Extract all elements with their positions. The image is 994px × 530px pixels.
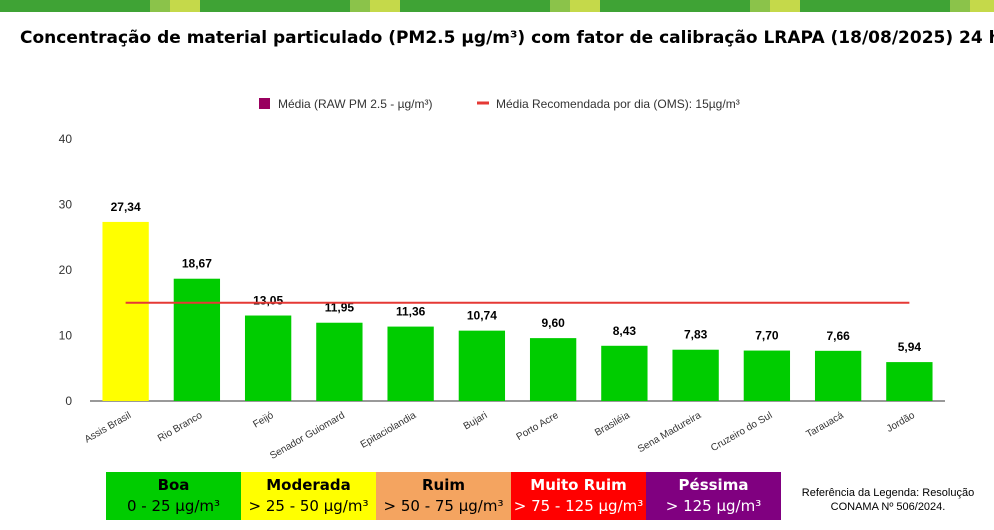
bar-data-label: 8,43 (613, 324, 637, 338)
x-tick-label: Sena Madureira (636, 410, 703, 455)
x-tick-label: Feijó (251, 410, 276, 431)
quality-legend-name: Boa (157, 476, 190, 494)
chart-title: Concentração de material particulado (PM… (20, 28, 994, 48)
bar-data-label: 18,67 (182, 257, 212, 271)
bar-data-label: 5,94 (898, 340, 922, 354)
bar (529, 338, 577, 401)
quality-legend-item: Muito Ruim > 75 - 125 µg/m³ (511, 472, 646, 520)
quality-legend-range: > 25 - 50 µg/m³ (248, 497, 369, 515)
legend-reference-note: Referência da Legenda: Resolução CONAMA … (801, 487, 975, 513)
x-tick-label: Tarauacá (804, 410, 846, 440)
quality-legend-range: > 50 - 75 µg/m³ (383, 497, 504, 515)
quality-legend-item: Moderada > 25 - 50 µg/m³ (241, 472, 376, 520)
quality-legend-range: 0 - 25 µg/m³ (126, 497, 221, 515)
bar-data-label: 11,95 (325, 301, 355, 315)
quality-legend-range: > 75 - 125 µg/m³ (513, 497, 644, 515)
bar (387, 326, 434, 401)
x-tick-label: Porto Acre (515, 410, 561, 443)
bar-data-label: 27,34 (111, 200, 141, 214)
bar (814, 350, 862, 401)
bar-data-label: 11,36 (396, 305, 426, 319)
x-tick-label: Senador Guiomard (268, 410, 347, 460)
bar (173, 278, 221, 401)
y-tick-label: 20 (59, 263, 73, 277)
pm25-bar-chart: Média (RAW PM 2.5 - µg/m³) Média Recomend… (59, 97, 945, 460)
bar (743, 350, 791, 401)
bar-data-label: 9,60 (541, 316, 565, 330)
legend-label-mean: Média (RAW PM 2.5 - µg/m³) (278, 97, 433, 111)
y-tick-label: 30 (59, 198, 73, 212)
x-tick-label: Jordão (885, 410, 917, 435)
bar (458, 330, 506, 401)
quality-legend-name: Ruim (421, 476, 465, 494)
bar (601, 345, 648, 401)
bar-data-label: 10,74 (467, 309, 497, 323)
header-color-bar (0, 0, 994, 12)
bar-data-label: 7,70 (755, 329, 779, 343)
quality-legend-item: Boa 0 - 25 µg/m³ (106, 472, 241, 520)
bar-data-label: 7,66 (826, 329, 850, 343)
quality-legend-item: Ruim > 50 - 75 µg/m³ (376, 472, 511, 520)
x-tick-label: Assis Brasil (83, 410, 133, 445)
quality-legend-name: Muito Ruim (530, 476, 627, 494)
quality-legend-item: Péssima > 125 µg/m³ (646, 472, 781, 520)
x-tick-label: Cruzeiro do Sul (709, 410, 774, 454)
quality-legend-range: > 125 µg/m³ (665, 497, 762, 515)
bar (244, 315, 292, 401)
legend-swatch-mean (259, 98, 270, 109)
y-tick-label: 10 (59, 329, 73, 343)
bar (316, 322, 363, 401)
bar-data-label: 7,83 (684, 328, 708, 342)
bar (672, 349, 719, 401)
y-tick-label: 40 (59, 132, 73, 146)
x-tick-label: Brasiléia (593, 410, 632, 439)
x-tick-label: Bujari (462, 410, 490, 432)
x-tick-label: Rio Branco (156, 410, 205, 444)
bar-data-label: 13,05 (253, 294, 283, 308)
y-tick-label: 0 (65, 394, 72, 408)
bar (102, 221, 149, 401)
x-tick-label: Epitaciolandia (359, 410, 419, 451)
quality-legend-name: Moderada (266, 476, 351, 494)
quality-legend-name: Péssima (678, 476, 749, 494)
bar (886, 362, 933, 401)
legend-label-reference: Média Recomendada por dia (OMS): 15µg/m³ (496, 97, 740, 111)
